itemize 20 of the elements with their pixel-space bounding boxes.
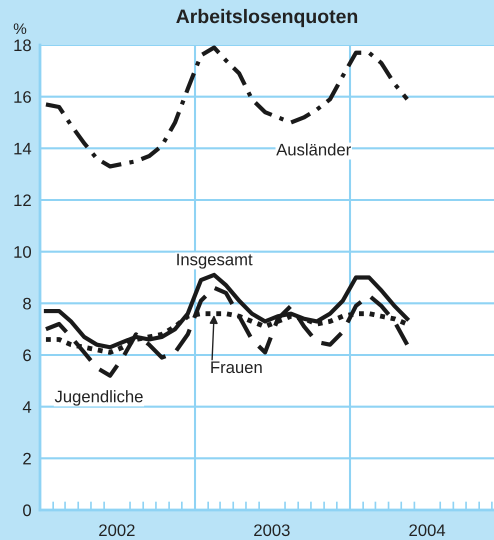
text: Frauen — [211, 362, 262, 374]
y-tick-label: 14 — [14, 142, 32, 154]
y-tick-label: 10 — [14, 246, 32, 258]
y-axis-title: % — [14, 23, 26, 34]
y-tick-label: 16 — [14, 91, 31, 103]
y-tick-label: 0 — [23, 504, 32, 516]
x-tick-label: 2002 — [99, 524, 135, 536]
line-series — [44, 46, 410, 168]
y-tick-label: 2 — [23, 452, 31, 464]
x-tick-label: 2004 — [409, 524, 446, 536]
y-tick-label: 6 — [23, 349, 31, 362]
y-tick-label: 18 — [14, 39, 31, 52]
chart-title: Arbeitslosenquoten — [176, 8, 358, 28]
series-label: Ausländer — [276, 143, 351, 156]
series-label: Insgesamt — [177, 254, 252, 269]
series-label: Jugendliche — [54, 390, 143, 406]
y-tick-label: 4 — [22, 401, 32, 413]
y-tick-label: 12 — [14, 194, 31, 206]
x-tick-label: 2003 — [254, 524, 290, 536]
y-tick-label: 8 — [23, 298, 31, 310]
